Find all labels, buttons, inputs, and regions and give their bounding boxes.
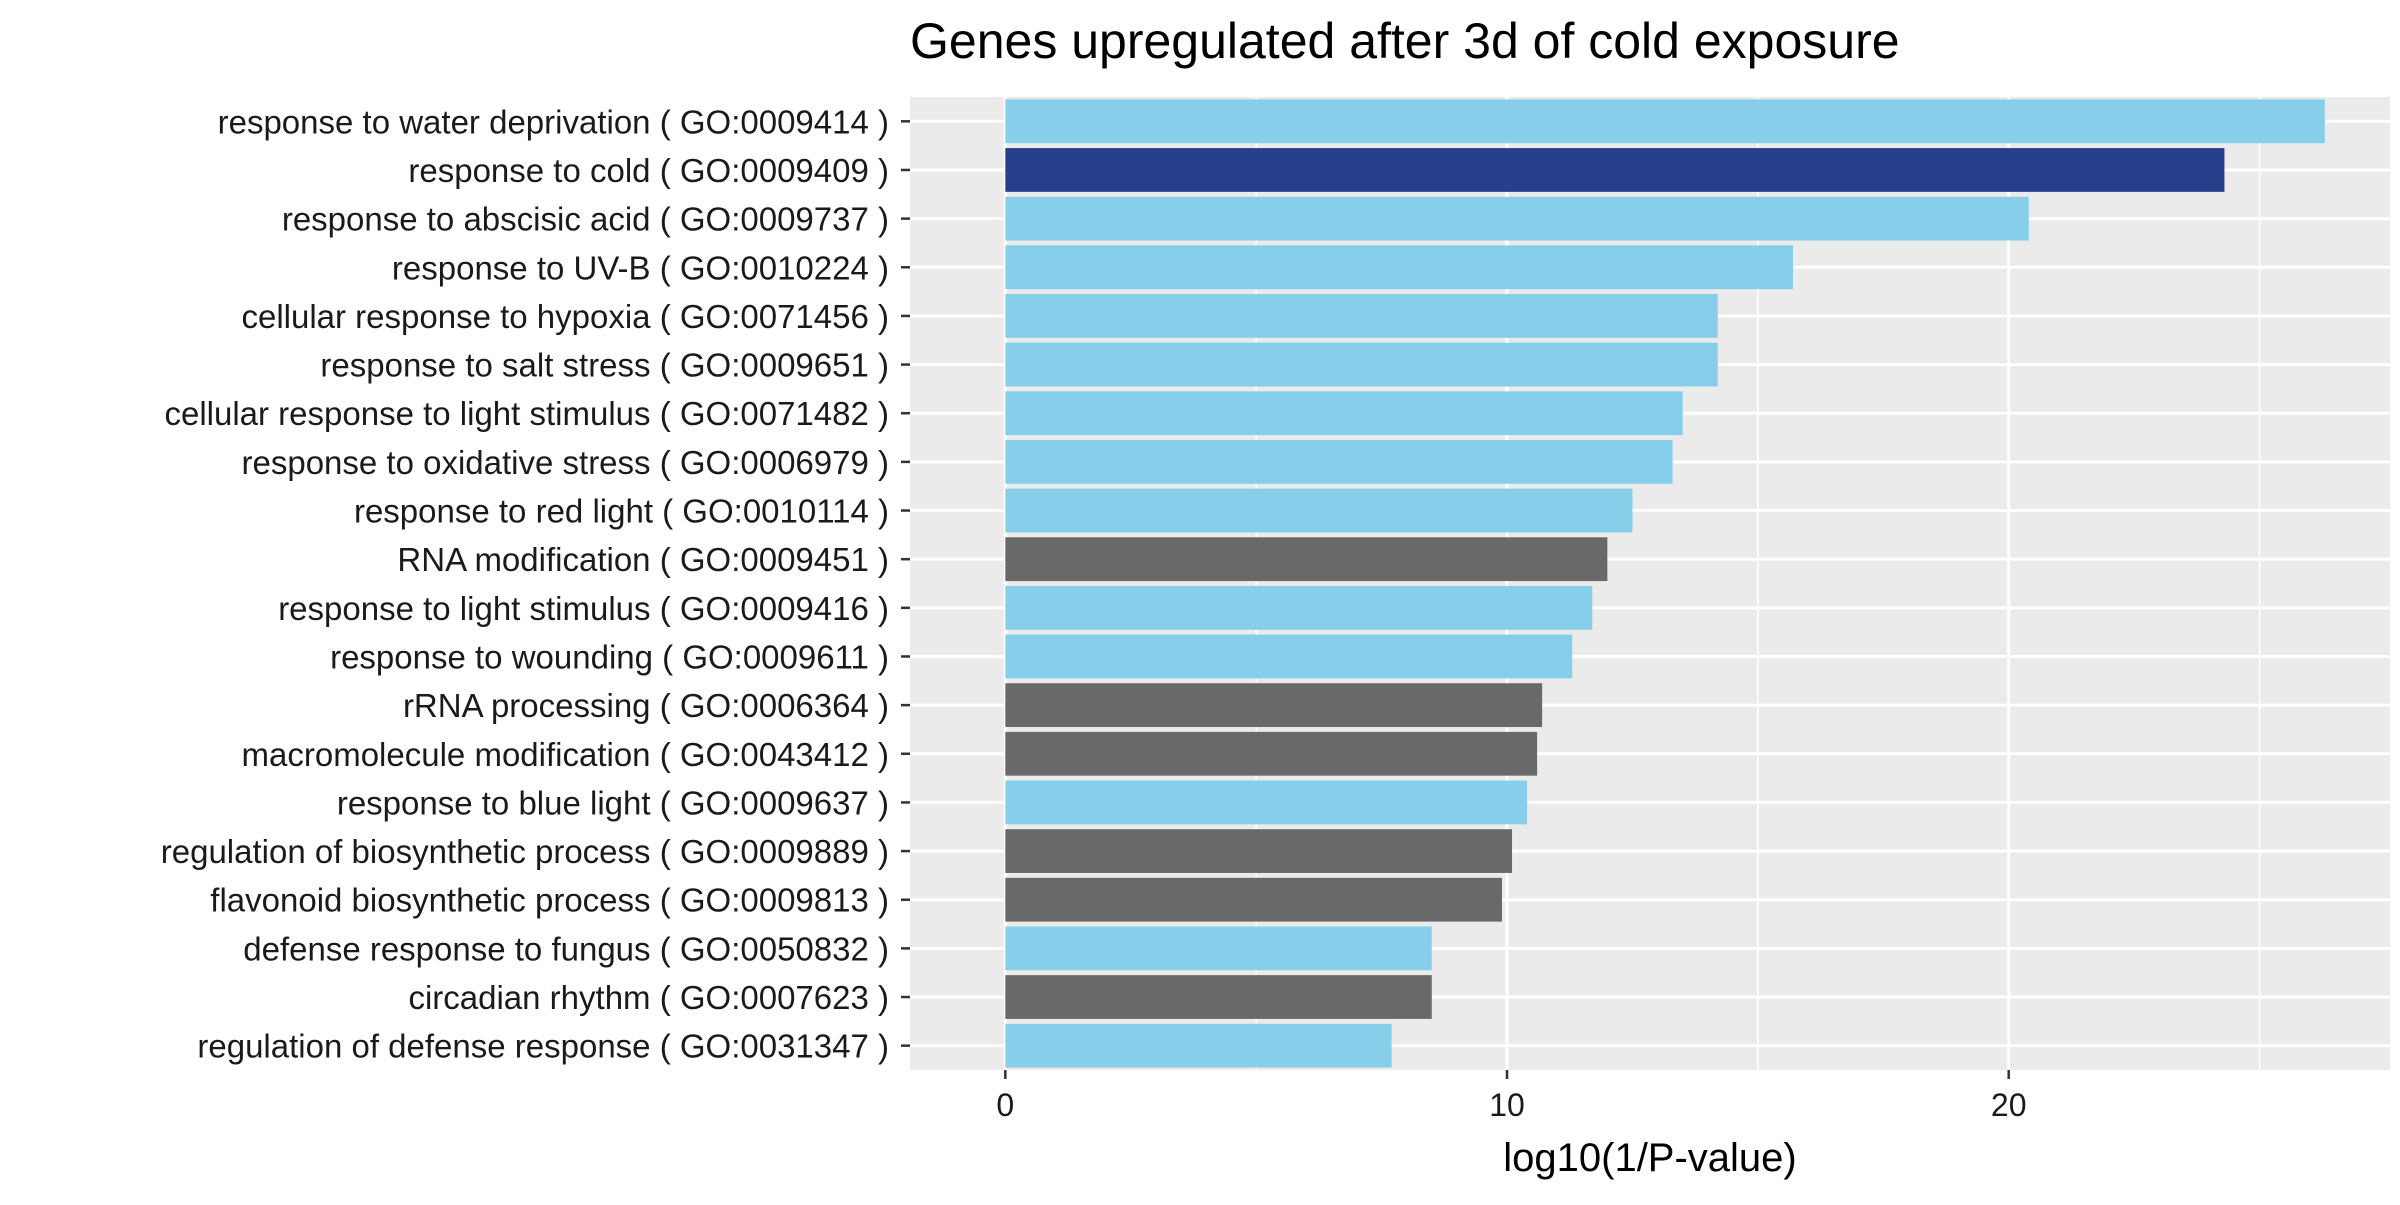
bar [1005,731,1538,776]
category-label: response to wounding ( GO:0009611 ) [330,638,889,675]
bar [1005,342,1718,387]
category-label: response to UV-B ( GO:0010224 ) [392,249,889,286]
category-label: regulation of biosynthetic process ( GO:… [161,833,889,870]
bar [1005,99,2325,144]
category-label: response to salt stress ( GO:0009651 ) [320,347,889,384]
category-label: regulation of defense response ( GO:0031… [197,1028,889,1065]
x-tick-label: 20 [1991,1087,2027,1123]
category-label: response to red light ( GO:0010114 ) [354,493,889,530]
bar [1005,877,1502,922]
category-label: response to light stimulus ( GO:0009416 … [278,590,889,627]
category-labels: response to water deprivation ( GO:00094… [161,103,910,1065]
bar [1005,634,1573,679]
category-label: response to blue light ( GO:0009637 ) [337,784,889,821]
bar [1005,148,2225,192]
bar [1005,196,2029,241]
bar [1005,245,1793,290]
bar [1005,683,1543,728]
bar [1005,294,1718,338]
bar [1005,391,1683,436]
bar [1005,585,1593,630]
bar [1005,975,1432,1019]
bar [1005,829,1513,873]
category-label: response to cold ( GO:0009409 ) [408,152,889,189]
bar [1005,926,1432,971]
category-label: defense response to fungus ( GO:0050832 … [243,930,889,967]
category-label: cellular response to hypoxia ( GO:007145… [241,298,889,335]
category-label: rRNA processing ( GO:0006364 ) [403,687,889,724]
category-label: cellular response to light stimulus ( GO… [164,395,889,432]
category-label: response to water deprivation ( GO:00094… [218,103,889,140]
category-label: circadian rhythm ( GO:0007623 ) [408,979,889,1016]
x-axis-title: log10(1/P-value) [1503,1136,1797,1180]
category-label: response to oxidative stress ( GO:000697… [242,444,890,481]
bars [1005,99,2325,1068]
bar [1005,537,1608,582]
chart-title: Genes upregulated after 3d of cold expos… [910,13,1900,69]
bar [1005,780,1528,825]
bar [1005,439,1673,484]
plot-panel [910,97,2390,1070]
bar [1005,1023,1392,1068]
category-label: response to abscisic acid ( GO:0009737 ) [282,201,889,238]
category-label: RNA modification ( GO:0009451 ) [397,541,889,578]
category-label: flavonoid biosynthetic process ( GO:0009… [210,882,889,919]
category-label: macromolecule modification ( GO:0043412 … [242,736,889,773]
x-tick-label: 10 [1489,1087,1525,1123]
x-axis-ticks: 0 10 20 [996,1070,2027,1123]
bar [1005,488,1633,533]
x-tick-label: 0 [996,1087,1014,1123]
